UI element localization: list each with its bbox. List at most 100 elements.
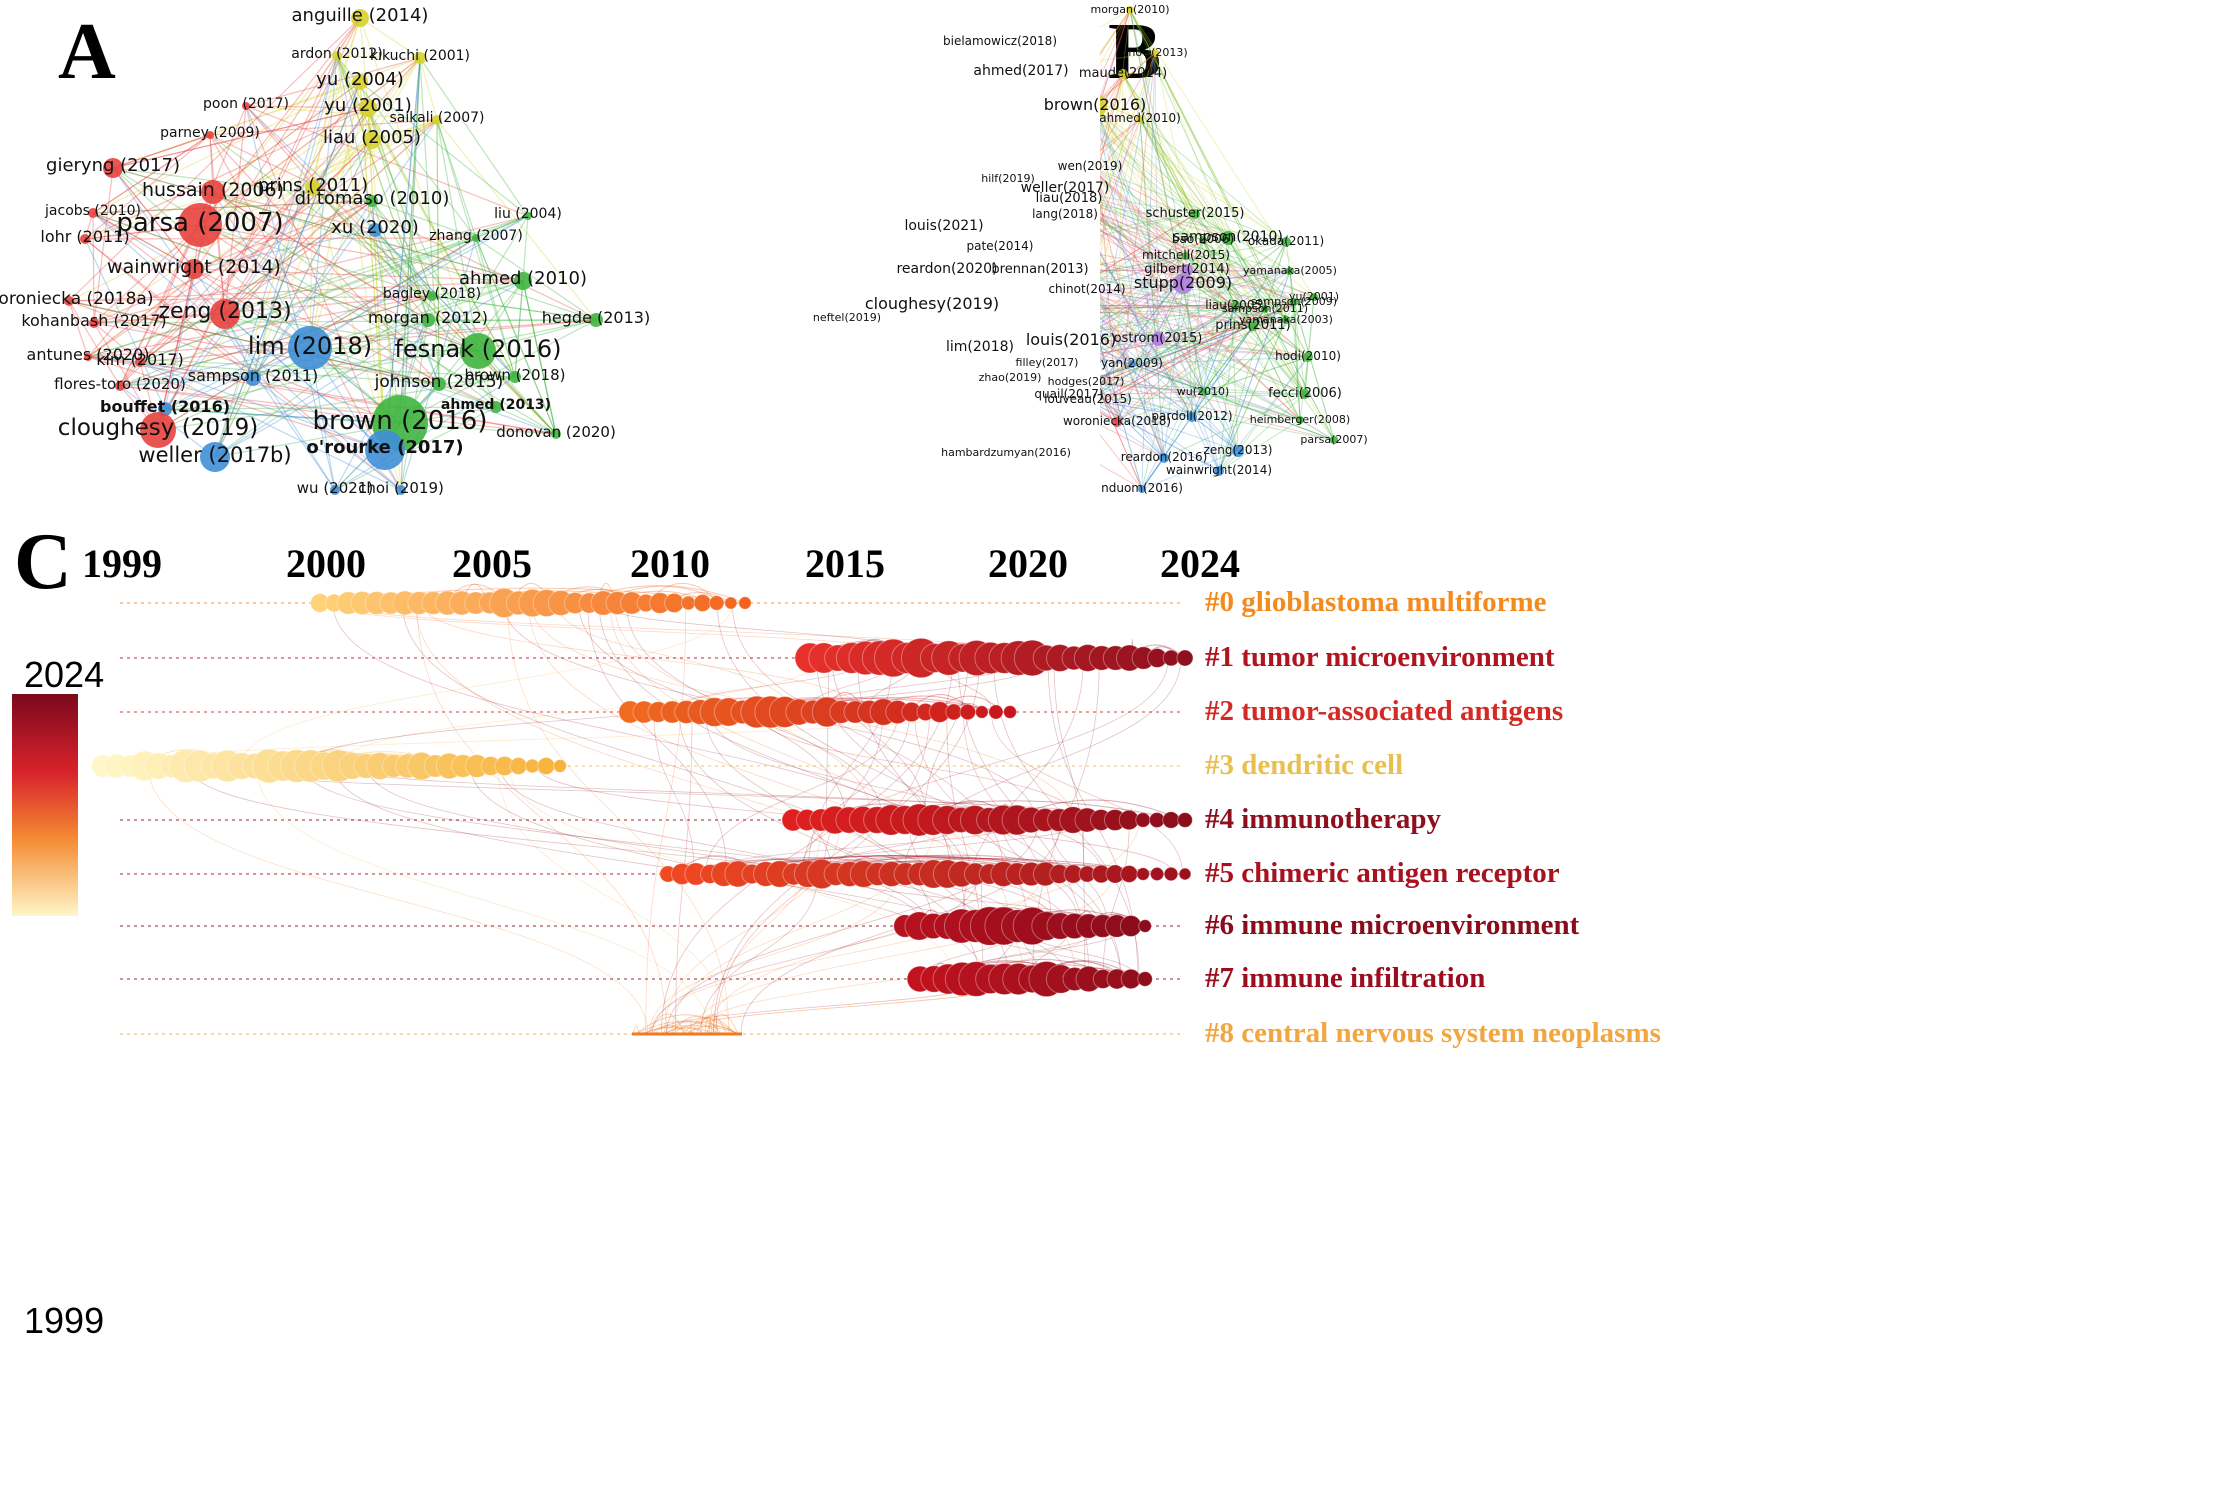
network-b-node-label: fecci(2006) bbox=[1268, 385, 1342, 401]
network-a-node-label: bagley (2018) bbox=[382, 286, 482, 302]
network-a-node bbox=[396, 485, 406, 495]
network-a-node-label: saikali (2007) bbox=[389, 110, 485, 126]
network-b-node bbox=[1159, 453, 1169, 463]
network-b-node-label: lang(2018) bbox=[1032, 207, 1098, 221]
network-b-node-label: mitchell(2015) bbox=[1142, 248, 1230, 262]
network-b-node bbox=[1173, 274, 1193, 294]
network-b-node-label: sampson(2011) bbox=[1221, 301, 1309, 315]
network-a-node-label: poon (2017) bbox=[203, 96, 289, 112]
timeline-node bbox=[1162, 811, 1180, 829]
network-b-nodes bbox=[1100, 6, 1338, 493]
network-a-node-label: ahmed (2013) bbox=[440, 397, 552, 413]
network-b-node-label: okada(2011) bbox=[1247, 234, 1325, 248]
cluster-label: #2 tumor-associated antigens bbox=[1205, 695, 1564, 727]
network-b-node bbox=[1310, 293, 1318, 301]
network-b-node bbox=[1136, 115, 1144, 123]
network-a-node-label: prins (2011) bbox=[257, 175, 369, 196]
network-b-node-label: parsa(2007) bbox=[1300, 432, 1368, 446]
network-a-node bbox=[509, 371, 521, 383]
network-a-node-label: hussain (2006) bbox=[141, 178, 285, 201]
cluster-label: #1 tumor microenvironment bbox=[1205, 641, 1555, 673]
timeline-node bbox=[537, 757, 556, 775]
network-a-node bbox=[178, 203, 222, 247]
network-a-node bbox=[288, 326, 332, 370]
network-b-node-label: schuster(2015) bbox=[1145, 205, 1245, 221]
network-b-node-label: ahmed(2010) bbox=[1099, 111, 1181, 125]
network-b-node bbox=[1138, 485, 1146, 493]
timeline-node bbox=[509, 757, 528, 775]
network-b-node-label: stupp(2009) bbox=[1133, 273, 1233, 292]
network-a-nodes bbox=[64, 9, 603, 495]
network-b-node-label: yan(2009) bbox=[1101, 356, 1163, 370]
network-b-node-label: wu(2010) bbox=[1176, 384, 1230, 398]
timeline-node bbox=[1176, 649, 1194, 667]
network-a-node-label: anguille (2014) bbox=[291, 5, 429, 26]
network-a-node-label: liu (2004) bbox=[494, 206, 562, 222]
network-a-node-label: donovan (2020) bbox=[496, 422, 616, 441]
timeline-node bbox=[553, 759, 567, 773]
network-b-node-label: brown(2016) bbox=[1043, 95, 1147, 114]
network-a-node bbox=[366, 195, 378, 207]
network-a-node-label: lim (2018) bbox=[247, 332, 373, 360]
network-b-node-label: wen(2019) bbox=[1057, 159, 1123, 173]
network-b-node-label: yamanaka(2005) bbox=[1243, 263, 1337, 277]
panel-a: A anguille (2014) ardon (2012) kikuchi (20… bbox=[0, 0, 1100, 510]
panel-a-letter: A bbox=[58, 8, 116, 96]
network-b-node-label: maude(2014) bbox=[1078, 65, 1168, 81]
network-a-node-label: sampson (2011) bbox=[187, 366, 319, 385]
network-a-node-label: xu (2020) bbox=[331, 217, 419, 238]
network-b-node-label: weller(2017) bbox=[1020, 180, 1110, 196]
network-a-node bbox=[351, 9, 369, 27]
network-b-node-label: liau(2018) bbox=[1035, 190, 1103, 206]
timeline-node bbox=[1138, 919, 1152, 933]
network-a-node bbox=[89, 318, 99, 328]
network-a-node bbox=[184, 259, 204, 279]
network-b-node bbox=[1282, 316, 1290, 324]
network-a-node bbox=[365, 430, 405, 470]
network-a-node bbox=[514, 272, 532, 290]
network-b-node-label: hodges(2017) bbox=[1047, 374, 1125, 388]
network-b-node-label: hambardzumyan(2016) bbox=[941, 445, 1071, 459]
network-a-node-label: zeng (2013) bbox=[158, 299, 292, 324]
network-b-node bbox=[1261, 305, 1269, 313]
cluster-label: #7 immune infiltration bbox=[1205, 962, 1486, 994]
network-b-node-label: ahmed(2017) bbox=[973, 63, 1069, 79]
network-b-node bbox=[1199, 388, 1207, 396]
network-a-node-label: di tomaso (2010) bbox=[294, 188, 450, 209]
year-tick-label: 1999 bbox=[82, 541, 162, 586]
network-b-node bbox=[1100, 95, 1107, 117]
network-a-node bbox=[80, 234, 90, 244]
network-a-node bbox=[432, 115, 442, 125]
network-a-node-label: jacobs (2010) bbox=[45, 203, 141, 219]
network-b-node bbox=[1187, 412, 1197, 422]
network-b-node bbox=[1300, 389, 1310, 399]
network-a-node bbox=[352, 74, 368, 90]
timeline-node bbox=[708, 595, 725, 611]
network-b bbox=[1100, 6, 1338, 493]
network-b-node bbox=[1151, 332, 1165, 346]
network-b-node-label: woroniecka(2018) bbox=[1062, 414, 1172, 428]
network-a-node-label: flores-toro (2020) bbox=[54, 374, 186, 393]
network-b-node-label: nduom(2016) bbox=[1101, 481, 1183, 495]
network-a-node-label: ahmed (2010) bbox=[458, 268, 588, 289]
year-tick-label: 2024 bbox=[1160, 541, 1240, 586]
network-a-node-label: zhang (2007) bbox=[429, 228, 523, 244]
timeline-node bbox=[1177, 812, 1193, 828]
network-a-node-label: hegde (2013) bbox=[541, 308, 651, 327]
cluster-label: #8 central nervous system neoplasms bbox=[1205, 1017, 1661, 1049]
network-a-node-label: johnson (2015) bbox=[374, 371, 504, 392]
network-b-node bbox=[1181, 264, 1193, 276]
network-a-node-label: bouffet (2016) bbox=[99, 397, 231, 416]
panel-b: B morgan(2010) bielamowicz(2018) chow(2013… bbox=[813, 0, 2223, 510]
network-b-node bbox=[1214, 466, 1224, 476]
network-b-node bbox=[1286, 267, 1294, 275]
network-b-node-label: louis(2016) bbox=[1025, 330, 1117, 349]
network-a-node-label: lohr (2011) bbox=[40, 227, 130, 246]
timeline-node bbox=[975, 705, 989, 719]
network-b-node bbox=[1128, 360, 1136, 368]
network-b-node-label: chow(2013) bbox=[1122, 45, 1188, 59]
network-a-node bbox=[589, 313, 603, 327]
cluster-label: #4 immunotherapy bbox=[1205, 803, 1442, 835]
network-b-node bbox=[1303, 352, 1313, 362]
year-tick-label: 2010 bbox=[630, 541, 710, 586]
